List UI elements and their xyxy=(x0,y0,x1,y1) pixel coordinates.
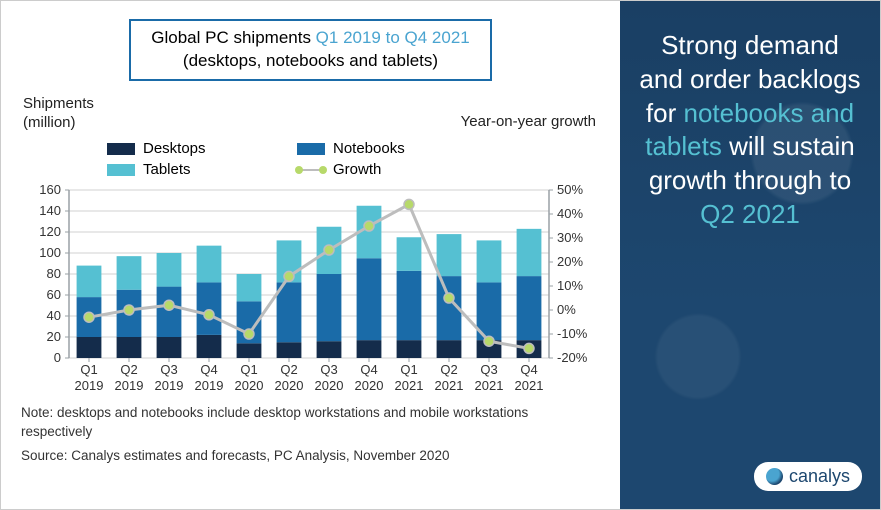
svg-text:Q3: Q3 xyxy=(480,362,497,377)
svg-text:2021: 2021 xyxy=(395,378,424,393)
svg-text:-10%: -10% xyxy=(557,326,588,341)
title-line2: (desktops, notebooks and tablets) xyxy=(183,51,438,70)
svg-text:2020: 2020 xyxy=(235,378,264,393)
svg-text:Q2: Q2 xyxy=(440,362,457,377)
footnote: Note: desktops and notebooks include des… xyxy=(21,404,600,440)
svg-text:Q2: Q2 xyxy=(120,362,137,377)
svg-text:40: 40 xyxy=(47,308,61,323)
legend: Desktops Notebooks Tablets Growth xyxy=(107,140,477,178)
svg-text:Q1: Q1 xyxy=(400,362,417,377)
svg-text:80: 80 xyxy=(47,266,61,281)
svg-text:40%: 40% xyxy=(557,206,583,221)
chart-area: Desktops Notebooks Tablets Growth 0 20 40 6… xyxy=(21,138,600,398)
svg-text:50%: 50% xyxy=(557,182,583,197)
svg-text:20: 20 xyxy=(47,329,61,344)
title-line1b: Q1 2019 to Q4 2021 xyxy=(316,28,470,47)
svg-text:140: 140 xyxy=(39,203,61,218)
svg-text:60: 60 xyxy=(47,287,61,302)
chart-title: Global PC shipments Q1 2019 to Q4 2021 (… xyxy=(129,19,491,81)
svg-text:160: 160 xyxy=(39,182,61,197)
svg-text:Q4: Q4 xyxy=(520,362,537,377)
y-right-axis-label: Year-on-year growth xyxy=(461,113,596,130)
svg-text:Q4: Q4 xyxy=(200,362,217,377)
svg-text:2019: 2019 xyxy=(115,378,144,393)
right-panel: Strong demand and order backlogs for not… xyxy=(620,1,880,509)
svg-text:Q3: Q3 xyxy=(160,362,177,377)
svg-text:2021: 2021 xyxy=(435,378,464,393)
svg-text:0: 0 xyxy=(54,350,61,365)
svg-text:120: 120 xyxy=(39,224,61,239)
svg-text:20%: 20% xyxy=(557,254,583,269)
svg-text:2019: 2019 xyxy=(75,378,104,393)
svg-text:2020: 2020 xyxy=(315,378,344,393)
svg-text:Q1: Q1 xyxy=(240,362,257,377)
legend-notebooks: Notebooks xyxy=(297,140,477,157)
svg-text:Q4: Q4 xyxy=(360,362,377,377)
svg-text:2020: 2020 xyxy=(275,378,304,393)
svg-text:Q1: Q1 xyxy=(80,362,97,377)
svg-text:2021: 2021 xyxy=(475,378,504,393)
svg-text:0%: 0% xyxy=(557,302,576,317)
svg-text:10%: 10% xyxy=(557,278,583,293)
svg-text:Q3: Q3 xyxy=(320,362,337,377)
svg-text:2019: 2019 xyxy=(195,378,224,393)
globe-icon xyxy=(766,468,783,485)
svg-text:30%: 30% xyxy=(557,230,583,245)
title-line1a: Global PC shipments xyxy=(151,28,315,47)
legend-tablets: Tablets xyxy=(107,161,287,178)
svg-text:2019: 2019 xyxy=(155,378,184,393)
legend-desktops: Desktops xyxy=(107,140,287,157)
canalys-logo: canalys xyxy=(754,462,862,491)
svg-text:Q2: Q2 xyxy=(280,362,297,377)
legend-growth: Growth xyxy=(297,161,477,178)
svg-text:2020: 2020 xyxy=(355,378,384,393)
source-line: Source: Canalys estimates and forecasts,… xyxy=(21,447,600,465)
svg-text:2021: 2021 xyxy=(515,378,544,393)
svg-text:100: 100 xyxy=(39,245,61,260)
callout-text: Strong demand and order backlogs for not… xyxy=(638,29,862,232)
svg-text:-20%: -20% xyxy=(557,350,588,365)
